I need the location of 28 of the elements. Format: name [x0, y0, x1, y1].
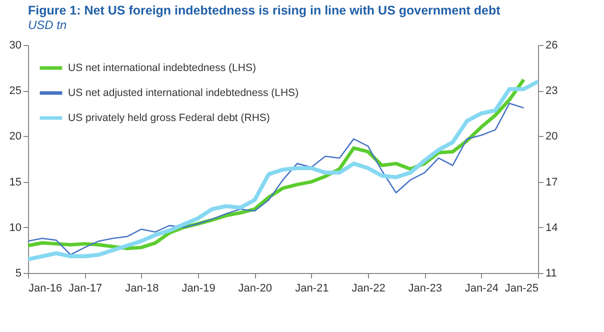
x-tick-label: Jan-20	[238, 282, 272, 294]
y2-tick-label: 23	[546, 85, 558, 98]
y-tick-label: 25	[9, 85, 22, 98]
chart-title: Figure 1: Net US foreign indebtedness is rising in line with US government debt	[28, 4, 502, 18]
x-tick-label: Jan-17	[68, 282, 102, 294]
y-tick-label: 10	[9, 222, 22, 234]
line-series	[27, 102, 524, 256]
y2-tick-label: 17	[546, 176, 558, 188]
x-tick-label: Jan-16	[28, 282, 62, 294]
legend-label: US net adjusted international indebtedness (LHS)	[68, 87, 299, 99]
x-tick-label: Jan-24	[464, 282, 499, 294]
y-tick-label: 20	[9, 130, 22, 143]
x-tick-label: Jan-18	[125, 282, 159, 294]
legend-label: US privately held gross Federal debt (RHS)	[68, 112, 270, 124]
y2-tick-label: 20	[546, 130, 558, 143]
legend-label: US net international indebtedness (LHS)	[68, 62, 256, 74]
y2-tick-label: 11	[546, 268, 557, 280]
x-tick-label: Jan-25	[504, 282, 538, 294]
x-tick-label: Jan-19	[182, 282, 216, 294]
chart-subtitle: USD tn	[28, 18, 68, 32]
x-tick-label: Jan-21	[295, 282, 329, 294]
y-tick-label: 15	[9, 176, 22, 188]
y2-tick-label: 14	[546, 222, 558, 234]
x-tick-label: Jan-22	[352, 282, 386, 294]
x-tick-label: Jan-23	[408, 282, 442, 294]
y-tick-label: 5	[15, 268, 22, 280]
y-tick-label: 30	[9, 40, 22, 52]
y2-tick-label: 26	[546, 40, 558, 52]
